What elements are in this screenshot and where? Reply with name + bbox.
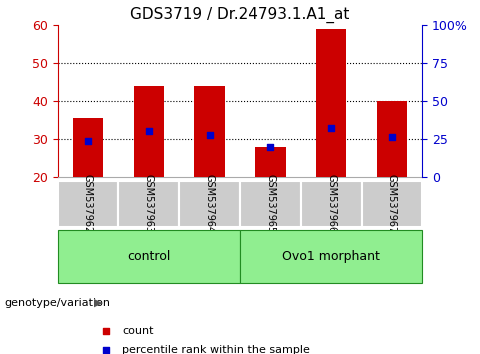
Point bbox=[388, 134, 396, 140]
Text: GSM537962: GSM537962 bbox=[83, 174, 93, 233]
Bar bbox=[301, 181, 361, 227]
Text: ▶: ▶ bbox=[94, 298, 102, 308]
Text: count: count bbox=[122, 326, 154, 336]
Bar bbox=[240, 230, 422, 283]
Bar bbox=[58, 230, 240, 283]
Text: GSM537965: GSM537965 bbox=[265, 174, 276, 233]
Bar bbox=[179, 181, 240, 227]
Text: GSM537966: GSM537966 bbox=[326, 174, 336, 233]
Point bbox=[145, 129, 153, 134]
Bar bbox=[377, 101, 407, 177]
Point bbox=[327, 125, 335, 130]
Bar bbox=[240, 181, 301, 227]
Title: GDS3719 / Dr.24793.1.A1_at: GDS3719 / Dr.24793.1.A1_at bbox=[130, 7, 350, 23]
Bar bbox=[316, 29, 347, 177]
Bar bbox=[133, 86, 164, 177]
Text: GSM537964: GSM537964 bbox=[204, 174, 215, 233]
Bar bbox=[361, 181, 422, 227]
Bar bbox=[194, 86, 225, 177]
Bar bbox=[58, 181, 119, 227]
Text: GSM537963: GSM537963 bbox=[144, 174, 154, 233]
Text: Ovo1 morphant: Ovo1 morphant bbox=[282, 250, 380, 263]
Point bbox=[206, 132, 214, 138]
Bar bbox=[119, 181, 179, 227]
Text: GSM537967: GSM537967 bbox=[387, 174, 397, 233]
Bar bbox=[73, 118, 103, 177]
Point bbox=[266, 144, 274, 149]
Text: control: control bbox=[127, 250, 170, 263]
Text: percentile rank within the sample: percentile rank within the sample bbox=[122, 346, 310, 354]
Point bbox=[84, 138, 92, 144]
Bar bbox=[255, 147, 286, 177]
Text: genotype/variation: genotype/variation bbox=[5, 298, 111, 308]
